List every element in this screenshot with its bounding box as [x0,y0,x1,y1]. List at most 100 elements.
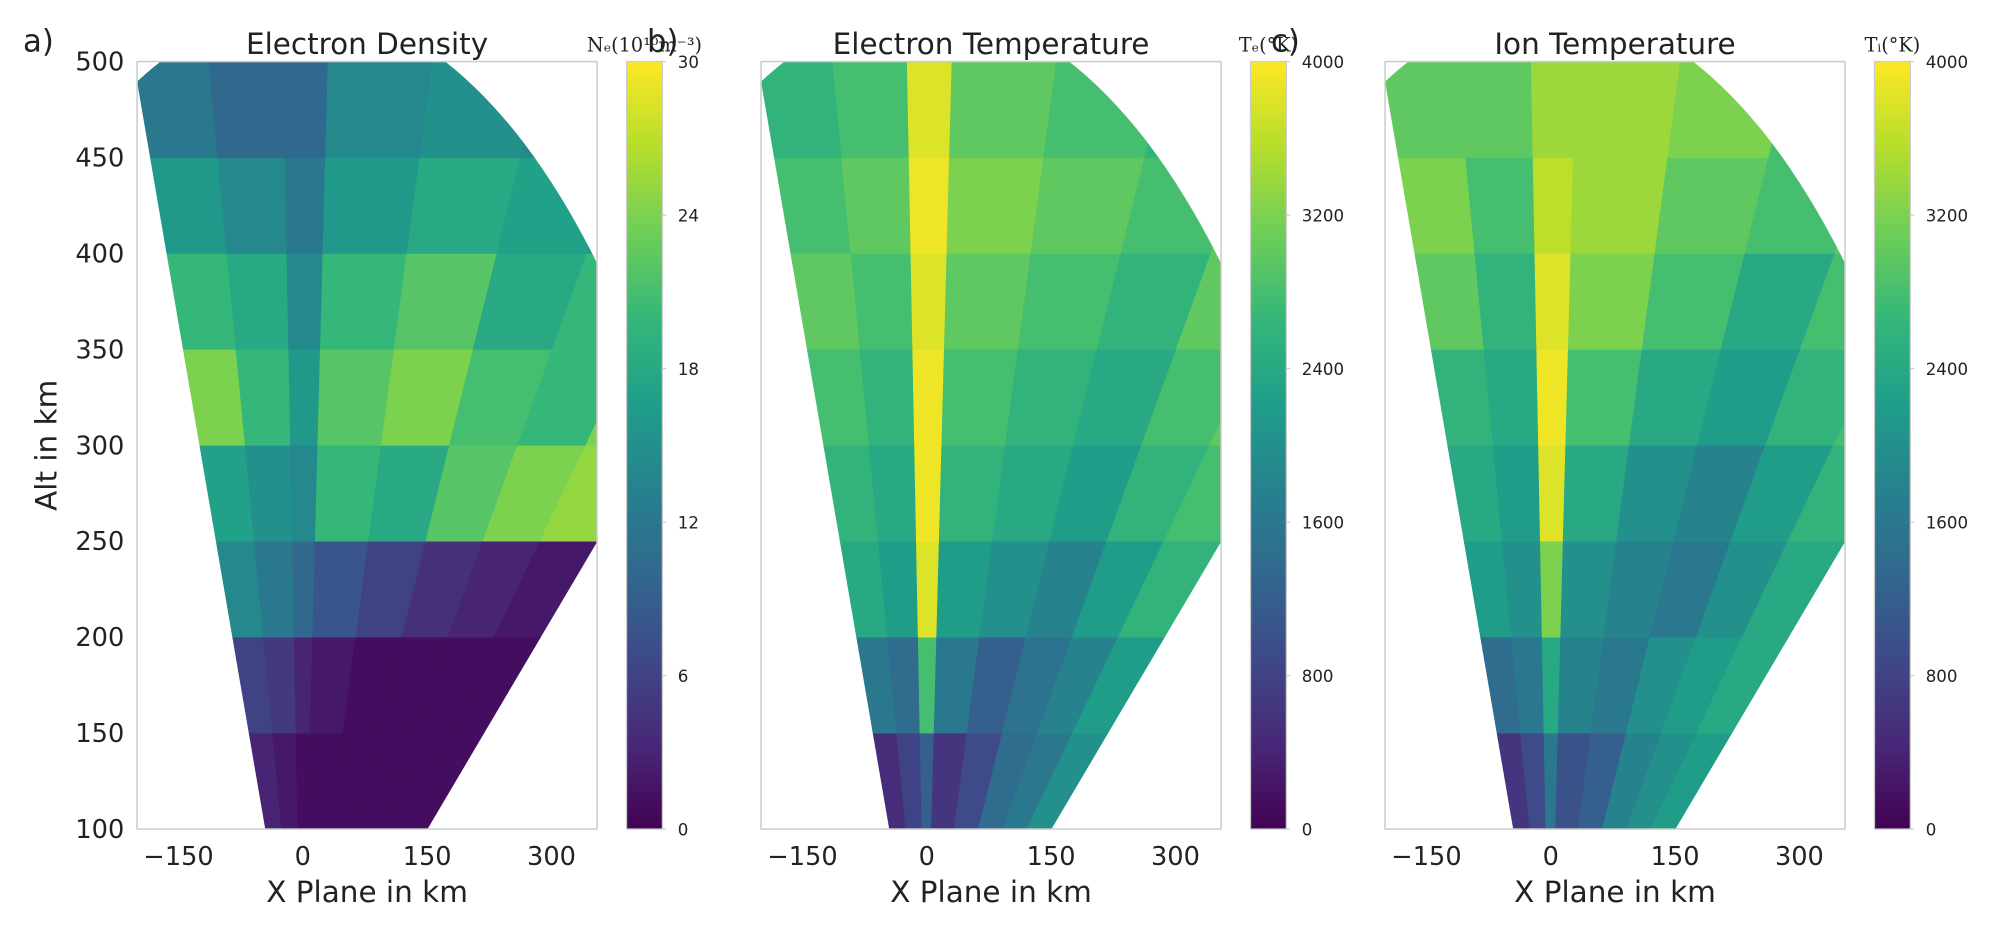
heat-cell [1567,253,1656,350]
heat-cell [1117,540,1222,638]
colorbar-label: Nₑ(10¹⁰m⁻³) [587,33,702,56]
y-tick-label: 400 [75,239,124,269]
heat-cell [908,157,950,254]
heat-cell [761,61,843,158]
colorbar-tick-label: 4000 [1302,53,1344,72]
colorbar-tick-label: 1600 [1926,513,1968,532]
x-tick-label: 150 [1651,842,1700,872]
axes-frame [760,60,1222,830]
heat-cell [1530,61,1577,158]
heat-cell [325,61,433,158]
heat-cell [1397,157,1476,254]
heat-cell [1465,157,1536,254]
y-tick-label: 200 [75,623,124,653]
colorbar-tick-label: 12 [678,513,699,532]
heat-cell [166,253,237,350]
heat-cell [1385,61,1467,158]
x-tick-label: −150 [1391,842,1461,872]
heat-cell [199,444,255,542]
heat-cell [859,349,915,446]
y-tick-label: 250 [75,527,124,557]
chart-title: Electron Density [246,27,488,61]
heat-cell [1541,636,1561,734]
heat-cell [137,61,219,158]
heat-cell [419,61,545,158]
x-tick-label: 150 [403,842,452,872]
y-tick-label: 100 [75,815,124,845]
colorbar-tick-label: 30 [678,53,699,72]
heat-cell [1667,61,1793,158]
heat-cell [1565,349,1643,446]
heat-cell [182,349,246,446]
heat-cell [790,253,861,350]
heat-cell [1447,444,1503,542]
colorbar [625,60,664,830]
chart-title: Ion Temperature [1494,27,1735,61]
heat-cell [517,349,598,446]
heat-cell [906,61,953,158]
heat-cell [217,157,288,254]
heat-cell [317,349,395,446]
heat-cell [1799,253,1845,350]
x-tick-label: 150 [1027,842,1076,872]
chart-title: Electron Temperature [833,27,1150,61]
heat-cell [1539,540,1564,638]
heat-cell [832,61,910,158]
heat-cell [293,636,314,734]
colorbar-tick-label: 18 [678,360,699,379]
heat-cell [226,253,290,350]
heat-cell [1456,61,1534,158]
colorbar-tick-label: 24 [678,206,699,225]
fan [1385,61,1845,830]
heat-cell [941,349,1019,446]
colorbar-tick-label: 2400 [1302,360,1344,379]
heat-cell [286,253,324,350]
colorbar-tick-label: 4000 [1926,53,1968,72]
heat-cell [551,253,598,350]
heat-cell [910,253,948,350]
heat-cell [320,253,408,350]
y-tick-label: 300 [75,431,124,461]
colorbar [1873,60,1911,830]
heat-cell [1430,349,1494,446]
heat-cell [1474,253,1537,350]
heat-cell [850,253,914,350]
heat-cell [943,253,1032,350]
panel-label: c) [1271,23,1300,59]
heat-cell [1414,253,1485,350]
heat-cell [1741,540,1845,638]
colorbar-tick-label: 3200 [1926,206,1968,225]
heat-cell [1141,349,1222,446]
heat-cell [1043,61,1169,158]
heat-cell [917,636,937,734]
heat-cell [1175,253,1222,350]
colorbar-tick-label: 3200 [1302,206,1344,225]
plot-area [761,61,1222,830]
y-tick-label: 350 [75,335,124,365]
colorbar-label: Tᵢ(°K) [1865,33,1921,56]
x-tick-label: 0 [1543,842,1559,872]
x-axis-label: X Plane in km [890,875,1092,909]
plot-area [137,61,598,830]
fan [761,61,1222,830]
heat-cell [208,61,286,158]
heat-cell [1536,349,1569,446]
colorbar-tick-label: 0 [678,820,689,839]
axes-frame [136,60,598,830]
x-tick-label: −150 [143,842,213,872]
heat-cell [1483,349,1539,446]
heat-cell [150,157,228,254]
heat-cell [946,157,1045,254]
heat-cell [806,349,870,446]
fan [137,61,598,830]
x-tick-label: 0 [295,842,311,872]
colorbar-tick-label: 0 [1926,820,1937,839]
axes-frame [1384,60,1846,830]
x-axis-label: X Plane in km [1514,875,1716,909]
x-tick-label: 300 [1775,842,1824,872]
plot-area [1385,61,1845,830]
heat-cell [284,157,326,254]
colorbar-tick-label: 800 [1926,667,1958,686]
colorbar [1249,60,1288,830]
